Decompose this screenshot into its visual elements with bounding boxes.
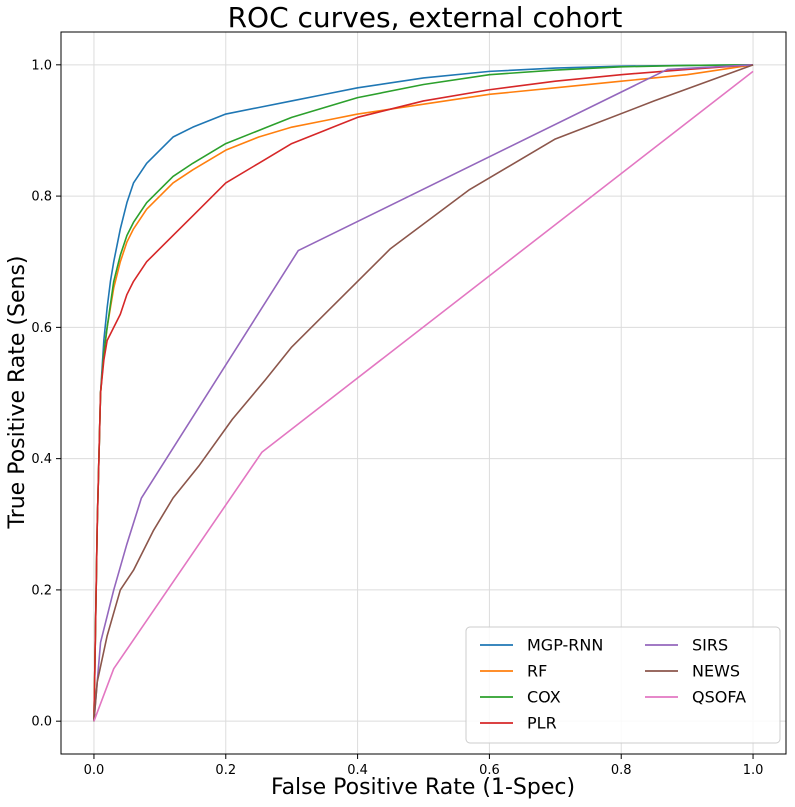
legend: MGP-RNN RF COX PLR SIRS NEWS QSOFA: [465, 626, 781, 744]
series-lines: [93, 64, 754, 722]
series-line-news: [93, 64, 754, 722]
y-tick-label: 0.0: [31, 715, 52, 730]
series-line-cox: [93, 64, 754, 722]
series-line-sirs: [93, 64, 754, 722]
chart-title: ROC curves, external cohort: [228, 1, 623, 34]
x-axis-label: False Positive Rate (1-Spec): [271, 775, 575, 800]
legend-label-qsofa: QSOFA: [692, 688, 746, 707]
y-tick-label: 1.0: [31, 58, 52, 73]
x-tick-label: 0.8: [611, 763, 632, 778]
series-line-qsofa: [93, 70, 754, 722]
legend-label-rf: RF: [527, 662, 547, 681]
legend-label-sirs: SIRS: [692, 636, 728, 655]
grid: [61, 32, 786, 754]
legend-label-mgp-rnn: MGP-RNN: [527, 636, 603, 655]
legend-box: [465, 626, 781, 744]
series-line-plr: [93, 64, 754, 722]
legend-label-cox: COX: [527, 688, 561, 707]
plot-frame: [60, 31, 787, 755]
x-tick-label: 0.6: [479, 763, 500, 778]
x-tick-label: 0.4: [347, 763, 368, 778]
legend-label-plr: PLR: [527, 714, 557, 733]
x-tick-label: 0.0: [84, 763, 105, 778]
y-axis-label: True Positive Rate (Sens): [5, 255, 30, 529]
y-tick-label: 0.4: [31, 452, 52, 467]
legend-label-news: NEWS: [692, 662, 740, 681]
x-tick-label: 0.2: [215, 763, 236, 778]
y-tick-label: 0.2: [31, 583, 52, 598]
axis-ticks: 0.0 0.2 0.4 0.6 0.8 1.0 0.0 0.2 0.4 0.6 0.8 1.0: [31, 58, 763, 778]
y-tick-label: 0.8: [31, 190, 52, 205]
y-tick-label: 0.6: [31, 321, 52, 336]
x-tick-label: 1.0: [743, 763, 764, 778]
series-line-mgp-rnn: [93, 64, 754, 722]
